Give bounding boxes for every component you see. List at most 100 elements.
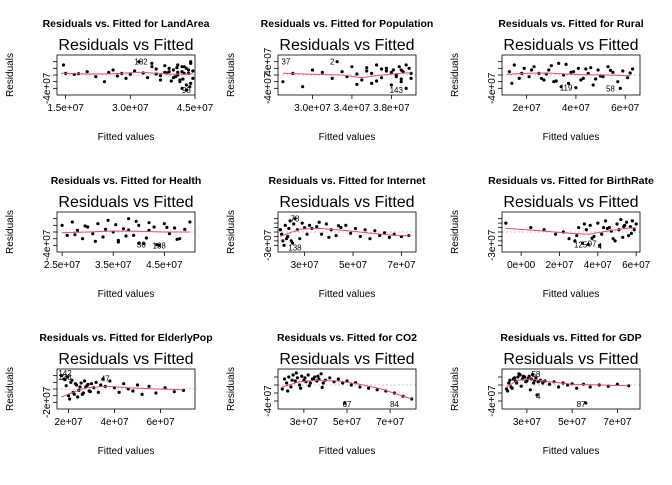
residual-point (358, 234, 362, 239)
residual-point (180, 65, 184, 69)
residual-point (336, 224, 341, 228)
residual-point (365, 66, 369, 70)
point-label: 58 (606, 84, 615, 93)
residual-point (280, 232, 284, 236)
residual-point (515, 381, 519, 385)
residual-point (590, 236, 594, 240)
residual-point (374, 79, 379, 83)
residual-point (399, 68, 403, 72)
x-tick-label: 6e+07 (622, 260, 651, 271)
residual-point (389, 70, 393, 74)
smooth-line (62, 230, 190, 234)
y-tick-label: -4e+07 (42, 229, 53, 261)
residual-point (327, 235, 331, 239)
residual-point (366, 386, 371, 390)
x-tick-label: 3e+07 (290, 417, 319, 428)
residual-point (594, 77, 598, 81)
residual-point (292, 222, 296, 226)
residual-point (399, 77, 403, 81)
residual-point (542, 78, 546, 82)
panel-3: Residuals vs. Fitted for Rural Residuals … (450, 18, 644, 143)
residual-point (340, 70, 344, 74)
residual-point (102, 80, 107, 84)
point-label: 87 (577, 400, 586, 409)
residual-point (581, 76, 585, 80)
residual-point (547, 68, 551, 72)
panel-main-title: Residuals vs. Fitted for GDP (500, 332, 641, 344)
residual-point (634, 222, 638, 226)
y-axis-label: Residuals (226, 53, 237, 97)
residual-point (88, 390, 92, 394)
residual-point (360, 78, 364, 82)
residual-point (184, 88, 188, 92)
x-tick-label: 3.5e+07 (95, 260, 132, 271)
residual-point (619, 217, 623, 222)
residual-point (189, 60, 193, 64)
residual-point (175, 66, 179, 70)
residual-point (549, 64, 553, 68)
residual-point (584, 228, 588, 232)
residual-point (384, 69, 389, 73)
residual-point (281, 80, 285, 84)
panel-main-title: Residuals vs. Fitted for CO2 (277, 332, 417, 344)
residual-point (567, 237, 571, 241)
panel-subtitle: Residuals vs Fitted (503, 194, 638, 211)
y-axis-label: Residuals (450, 210, 461, 254)
x-tick-label: 3e+07 (513, 417, 542, 428)
residual-point (616, 80, 620, 84)
residual-point (397, 65, 401, 69)
residual-point (391, 68, 395, 72)
residual-point (559, 85, 563, 89)
residual-point (137, 60, 141, 64)
residual-point (294, 371, 298, 375)
point-label: 37 (281, 58, 290, 67)
residual-point (303, 225, 307, 230)
residual-point (301, 85, 305, 89)
residual-point (147, 384, 151, 388)
residual-point (541, 381, 545, 385)
point-label: 138 (153, 241, 167, 250)
residual-point (176, 63, 180, 67)
x-tick-label: 0e+00 (507, 260, 536, 271)
residual-point (605, 226, 610, 231)
residual-point (188, 220, 192, 224)
residual-point (596, 68, 600, 72)
panel-subtitle: Residuals vs Fitted (503, 37, 638, 54)
residual-point (147, 221, 151, 225)
residual-point (600, 232, 604, 236)
residual-point (65, 375, 69, 379)
residual-point (167, 66, 171, 70)
residual-point (621, 235, 625, 239)
residual-point (628, 71, 632, 75)
panel-7: Residuals vs. Fitted for ElderlyPop Resid… (5, 332, 213, 457)
y-tick-label: -2e+07 (42, 386, 53, 418)
residual-point (283, 223, 287, 227)
residual-point (183, 227, 187, 231)
residual-point (289, 239, 293, 243)
smooth-line (282, 72, 412, 79)
residual-point (573, 239, 577, 243)
y-tick-label: -4e+07 (487, 72, 498, 104)
residual-point (529, 225, 533, 230)
residual-point (79, 381, 83, 385)
residual-point (507, 70, 511, 74)
residual-point (103, 227, 108, 231)
residual-point (108, 379, 112, 383)
residual-point (60, 374, 64, 378)
residual-point (80, 237, 85, 241)
residual-point (601, 75, 605, 79)
point-label: 138 (288, 244, 302, 253)
residual-point (305, 232, 309, 236)
residual-point (556, 385, 561, 389)
residual-point (319, 232, 324, 236)
residual-point (189, 81, 193, 85)
residual-point (96, 390, 100, 394)
panel-subtitle: Residuals vs Fitted (58, 194, 193, 211)
panel-9: Residuals vs. Fitted for GDP Residuals vs… (450, 332, 642, 457)
residual-point (409, 71, 413, 75)
residual-point (394, 75, 398, 79)
panel-5: Residuals vs. Fitted for Internet Residua… (226, 175, 426, 300)
residual-point (83, 224, 87, 228)
residual-point (133, 69, 137, 73)
